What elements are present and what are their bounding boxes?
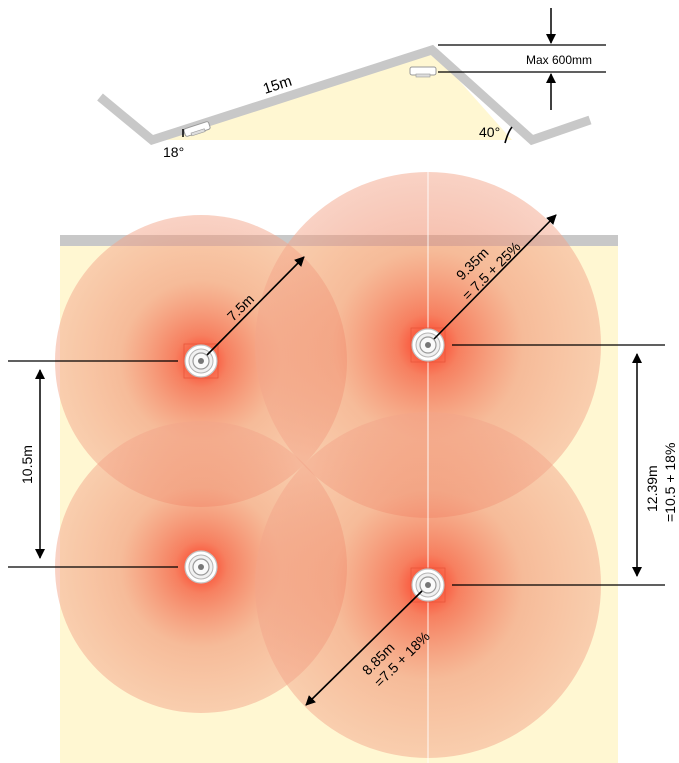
detector-icon	[409, 66, 437, 78]
plan-view: 10.5m 12.39m =10.5 + 18% 7.5m 9.35m = 7.…	[8, 162, 678, 763]
right-angle-label: 40°	[479, 124, 500, 140]
right-spacing-label: 12.39m	[644, 465, 660, 512]
detector-icon	[183, 343, 219, 379]
max-offset-label: Max 600mm	[526, 53, 592, 67]
detector-icon	[410, 567, 446, 603]
detector-icon	[183, 121, 211, 137]
arrow-icon	[433, 214, 557, 340]
roof-line	[97, 44, 592, 146]
detector-icon	[410, 327, 446, 363]
right-spacing-formula: =10.5 + 18%	[662, 443, 678, 522]
arrow-icon	[305, 590, 423, 706]
detector-icon	[184, 550, 218, 584]
section-view: Max 600mm 15m 18° 40°	[97, 8, 606, 160]
arrow-icon	[206, 256, 305, 356]
left-angle-label: 18°	[163, 144, 184, 160]
left-spacing-label: 10.5m	[19, 445, 35, 484]
